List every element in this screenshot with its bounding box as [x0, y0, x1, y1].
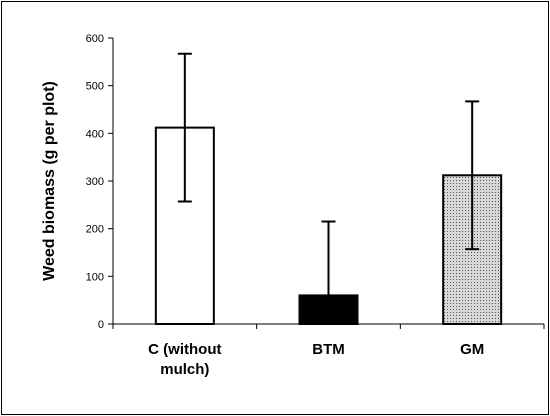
y-tick-label: 600 [86, 33, 104, 45]
y-tick-label: 0 [98, 319, 104, 331]
y-tick-label: 500 [86, 81, 104, 93]
plot-area: 0 100 200 300 400 500 600 C (without mulch) BTM GM [86, 33, 545, 378]
y-tick-label: 300 [86, 176, 104, 188]
bar [154, 126, 215, 326]
x-category-label: BTM [312, 341, 345, 358]
y-tick-label: 400 [86, 128, 104, 140]
x-category-label: C (without mulch) [148, 341, 221, 378]
y-tick-label: 100 [86, 271, 104, 283]
y-tick-label: 200 [86, 224, 104, 236]
y-axis-title: Weed biomass (g per plot) [41, 81, 58, 281]
x-category-label: GM [460, 341, 484, 358]
